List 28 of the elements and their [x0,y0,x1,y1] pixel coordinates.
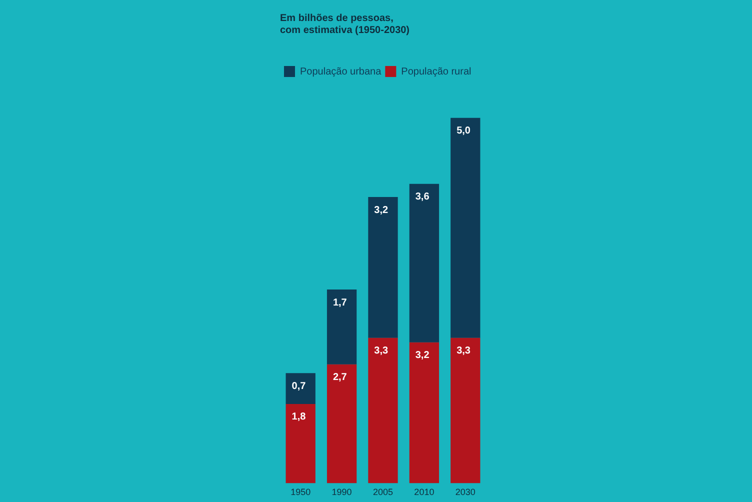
data-label: 0,7 [292,380,306,392]
bar [368,197,398,338]
legend-label: População urbana [300,66,382,78]
x-tick-label: 1990 [332,487,352,498]
legend-label: População rural [401,66,472,78]
data-label: 3,2 [415,350,430,362]
bar [326,290,357,364]
data-label: 1,8 [292,412,306,423]
x-tick-label: 2010 [414,487,434,498]
bar [450,118,480,338]
bar [450,338,480,484]
data-label: 3,3 [374,346,389,357]
bar [286,404,316,484]
data-label: 3,3 [456,346,471,357]
bar [286,373,316,404]
x-tick-label: 2005 [372,487,394,498]
bar [409,342,440,484]
data-label: 3,6 [415,192,430,203]
bar [368,338,398,484]
data-label: 2,7 [332,372,348,384]
bar [409,184,440,342]
chart-title: Em bilhões de pessoas, com estimativa (1950-2030) [280,12,410,36]
data-label: 3,2 [374,204,389,216]
data-label: 1,7 [332,297,348,308]
x-tick-label: 2030 [455,487,476,498]
bar [326,364,357,484]
x-tick-label: 1950 [290,487,311,498]
data-label: 5,0 [456,126,471,137]
